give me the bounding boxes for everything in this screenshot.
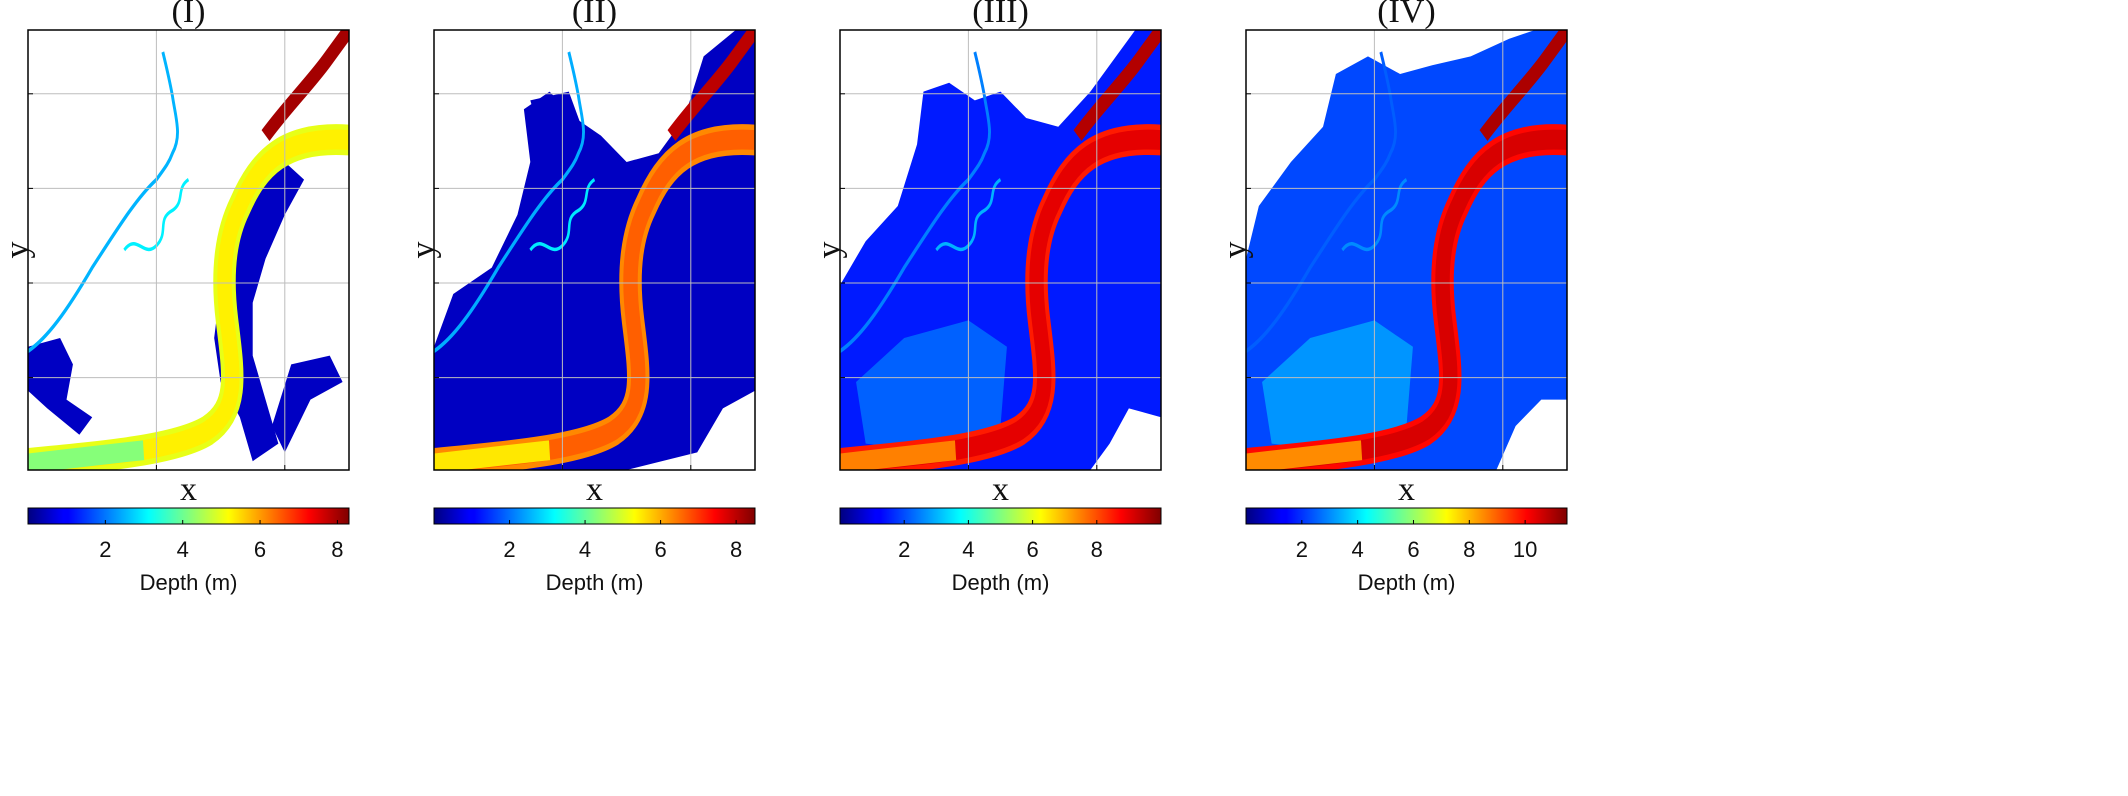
main-river-core [28, 129, 349, 470]
panel-2: (II) x y 2 4 6 8 Depth (m) [405, 0, 756, 595]
panel-title: (III) [972, 0, 1029, 30]
depth-map [840, 30, 1161, 470]
colorbar-tick-label: 4 [579, 537, 591, 562]
colorbar-tick-label: 2 [1296, 537, 1308, 562]
flooded-area [530, 91, 589, 162]
flooded-area [856, 320, 1007, 453]
colorbar-tick-label: 6 [654, 537, 666, 562]
colorbar-gradient [1245, 507, 1568, 525]
colorbar: 2 4 6 8 Depth (m) [433, 507, 756, 595]
colorbar-tick-label: 4 [1352, 537, 1364, 562]
meander-stream [123, 178, 190, 252]
grid [840, 30, 1161, 470]
colorbar-tick-label: 2 [99, 537, 111, 562]
lower-reach [840, 440, 957, 470]
north-branch-channel [1073, 30, 1161, 142]
colorbar-tick-label: 2 [898, 537, 910, 562]
tributary-stream [28, 51, 179, 353]
colorbar-tick-label: 6 [254, 537, 266, 562]
y-axis-label: y [1217, 242, 1254, 259]
plot-frame [839, 29, 1162, 471]
lower-reach [1246, 440, 1363, 470]
colorbar-tick-label: 6 [1407, 537, 1419, 562]
plot-frame [433, 29, 756, 471]
grid [1246, 30, 1567, 470]
north-branch-channel [1479, 30, 1567, 142]
colorbar-tick-label: 8 [1091, 537, 1103, 562]
colorbar-gradient [27, 507, 350, 525]
colorbar-tick-label: 8 [730, 537, 742, 562]
y-axis-label: y [0, 242, 36, 259]
panel-3: (III) x y 2 4 6 8 Depth (m) [811, 0, 1162, 595]
panel-title: (IV) [1377, 0, 1436, 30]
colorbar-label: Depth (m) [952, 570, 1050, 595]
tributary-stream [840, 51, 991, 353]
meander-stream [1341, 178, 1408, 252]
colorbar-tick-label: 2 [503, 537, 515, 562]
flooded-area [1262, 320, 1413, 453]
main-river-core [840, 129, 1161, 470]
meander-stream [529, 178, 596, 252]
colorbar-tick-label: 4 [177, 537, 189, 562]
y-axis-label: y [811, 242, 848, 259]
north-branch-channel [667, 30, 755, 142]
colorbar-tick-label: 10 [1513, 537, 1537, 562]
colorbar: 2 4 6 8 10 Depth (m) [1245, 507, 1568, 595]
x-axis-label: x [180, 471, 197, 508]
grid [434, 30, 755, 470]
tributary-stream [1246, 51, 1397, 353]
depth-map [434, 30, 755, 470]
north-branch-channel [261, 30, 349, 142]
main-river-core [434, 129, 755, 470]
colorbar-tick-label: 8 [331, 537, 343, 562]
main-river-core [1246, 129, 1567, 470]
colorbar-tick-label: 8 [1463, 537, 1475, 562]
lower-reach [434, 440, 551, 470]
panel-title: (I) [172, 0, 206, 30]
colorbar-gradient [433, 507, 756, 525]
flooded-area [271, 355, 343, 453]
grid [28, 30, 349, 470]
x-axis-label: x [1398, 471, 1415, 508]
colorbar-gradient [839, 507, 1162, 525]
colorbar-tick-label: 6 [1026, 537, 1038, 562]
x-axis-label: x [586, 471, 603, 508]
depth-map [1246, 30, 1567, 470]
colorbar-label: Depth (m) [140, 570, 238, 595]
panel-title: (II) [572, 0, 617, 30]
panel-1: (I) x y 2 4 6 8 Depth (m) [0, 0, 350, 595]
plot-frame [27, 29, 350, 471]
plot-frame [1245, 29, 1568, 471]
x-axis-label: x [992, 471, 1009, 508]
colorbar-label: Depth (m) [546, 570, 644, 595]
lower-reach [28, 440, 145, 470]
tributary-stream [434, 51, 585, 353]
colorbar: 2 4 6 8 Depth (m) [27, 507, 350, 595]
y-axis-label: y [405, 242, 442, 259]
depth-map [28, 30, 349, 470]
flooded-area [28, 338, 93, 435]
colorbar-tick-label: 4 [962, 537, 974, 562]
colorbar-label: Depth (m) [1358, 570, 1456, 595]
panel-4: (IV) x y 2 4 6 8 10 Depth (m) [1217, 0, 1568, 595]
meander-stream [935, 178, 1002, 252]
colorbar: 2 4 6 8 Depth (m) [839, 507, 1162, 595]
